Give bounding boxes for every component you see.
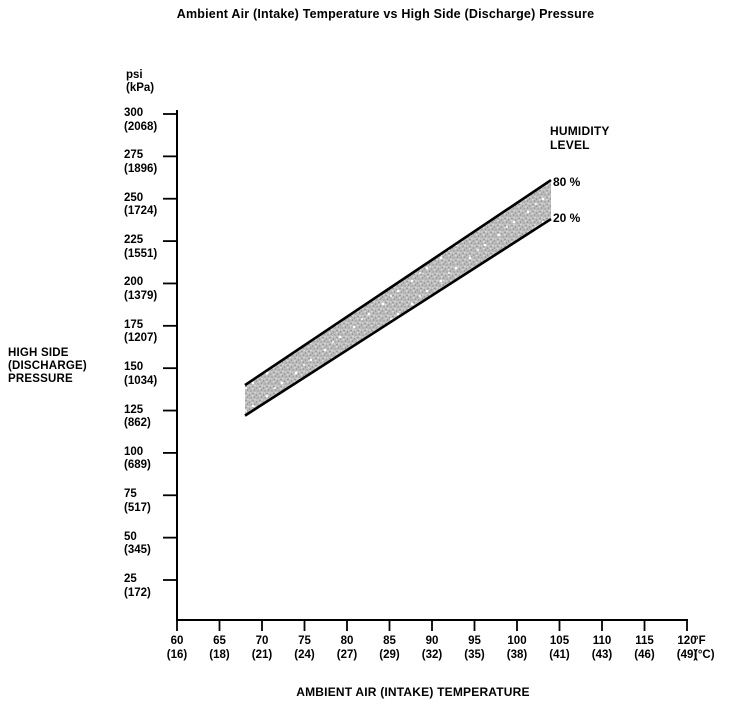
humidity-band bbox=[244, 179, 552, 417]
y-axis-unit-kpa: (kPa) bbox=[126, 82, 155, 94]
x-tick-label: 110 (43) bbox=[591, 635, 613, 661]
x-tick-label: 60 (16) bbox=[166, 635, 188, 661]
x-tick-label: 65 (18) bbox=[209, 635, 230, 661]
x-axis-title: AMBIENT AIR (INTAKE) TEMPERATURE bbox=[296, 685, 530, 699]
y-tick-label: 100 (689) bbox=[124, 445, 151, 472]
y-tick-label: 175 (1207) bbox=[124, 318, 158, 345]
legend-heading-line2: LEVEL bbox=[550, 137, 590, 152]
x-tick-label: 70 (21) bbox=[251, 635, 273, 661]
y-tick-label: 25 (172) bbox=[124, 573, 151, 599]
legend-heading: HUMIDITY LEVEL bbox=[550, 124, 610, 152]
x-tick-label: 115 (46) bbox=[634, 635, 655, 661]
y-tick-label: 125 (862) bbox=[124, 403, 151, 430]
band-line-20-percent bbox=[244, 217, 552, 417]
x-tick-label: 75 (24) bbox=[294, 635, 315, 661]
x-tick-label: 90 (32) bbox=[421, 635, 443, 661]
x-tick-label: 80 (27) bbox=[336, 635, 358, 661]
x-axis-unit-f: °F bbox=[694, 635, 706, 647]
x-axis-unit-c: (°C) bbox=[694, 648, 715, 661]
series-label-20-percent: 20 % bbox=[553, 211, 581, 225]
series-label-80-percent: 80 % bbox=[553, 175, 581, 189]
x-tick-label: 95 (35) bbox=[464, 635, 485, 661]
y-axis-title-line1: HIGH SIDE bbox=[8, 347, 69, 359]
y-tick-label: 300 (2068) bbox=[124, 107, 158, 133]
y-axis-unit-psi: psi bbox=[126, 69, 143, 81]
y-tick-label: 225 (1551) bbox=[124, 234, 158, 260]
x-tick-label: 120 (49) bbox=[676, 635, 698, 661]
axes bbox=[163, 110, 688, 631]
band-fill-specks bbox=[245, 180, 551, 416]
y-tick-label: 50 (345) bbox=[124, 530, 151, 557]
x-axis-unit: °F (°C) bbox=[694, 635, 715, 662]
y-axis-unit: psi (kPa) bbox=[126, 69, 154, 95]
band-line-80-percent bbox=[244, 179, 552, 387]
y-tick-label: 275 (1896) bbox=[124, 149, 158, 175]
y-tick-label: 150 (1034) bbox=[124, 361, 158, 387]
y-tick-label: 250 (1724) bbox=[124, 191, 158, 218]
y-tick-label: 200 (1379) bbox=[124, 276, 158, 302]
y-tick-label: 75 (517) bbox=[124, 488, 151, 514]
y-axis-title: HIGH SIDE (DISCHARGE) PRESSURE bbox=[8, 347, 87, 386]
x-tick-label: 100 (38) bbox=[506, 635, 528, 661]
x-tick-label: 85 (29) bbox=[379, 635, 400, 661]
y-axis-title-line3: PRESSURE bbox=[8, 373, 73, 385]
legend-heading-line1: HUMIDITY bbox=[550, 124, 610, 138]
x-tick-label: 105 (41) bbox=[549, 635, 570, 661]
chart-title: Ambient Air (Intake) Temperature vs High… bbox=[176, 7, 595, 21]
y-axis-title-line2: (DISCHARGE) bbox=[8, 360, 87, 372]
axis-lines bbox=[176, 110, 688, 621]
